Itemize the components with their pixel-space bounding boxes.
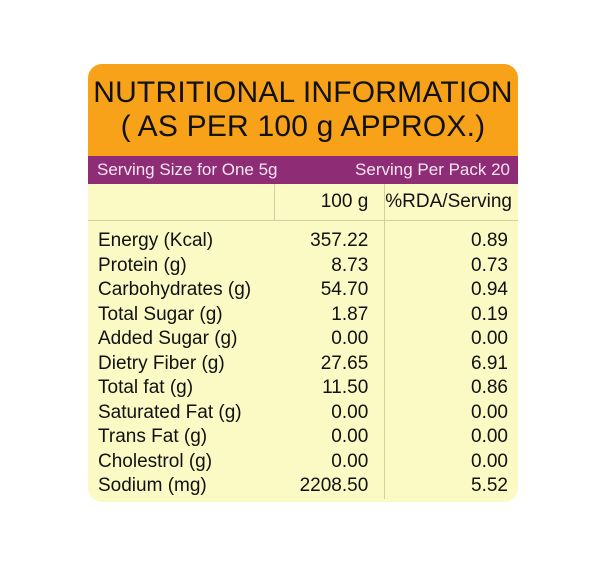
nutrition-table: 100 g %RDA/Serving Energy (Kcal) 357.22 … — [88, 184, 518, 499]
nutrient-rda: 0.89 — [471, 230, 508, 252]
nutrient-name: Total Sugar (g) — [98, 303, 223, 325]
nutrient-name: Cholestrol (g) — [98, 450, 213, 472]
table-row: Cholestrol (g) 0.00 0.00 — [88, 449, 518, 474]
title-line-1: NUTRITIONAL INFORMATION — [93, 76, 513, 109]
table-row: Added Sugar (g) 0.00 0.00 — [88, 327, 518, 352]
nutrient-rda: 0.00 — [471, 450, 508, 472]
nutrient-name: Saturated Fat (g) — [98, 401, 242, 423]
table-row: Energy (Kcal) 357.22 0.89 — [88, 229, 518, 254]
nutrient-name: Carbohydrates (g) — [98, 279, 252, 301]
nutrient-name: Total fat (g) — [98, 377, 194, 399]
table-row: Total Sugar (g) 1.87 0.19 — [88, 302, 518, 327]
nutrient-rda: 5.52 — [471, 475, 508, 497]
nutrient-per-100g: 11.50 — [274, 376, 386, 401]
table-header-row: 100 g %RDA/Serving — [88, 184, 518, 221]
nutrient-per-100g: 0.00 — [274, 400, 386, 425]
nutrient-per-100g: 0.00 — [274, 449, 386, 474]
nutrient-per-100g: 0.00 — [274, 327, 386, 352]
column-header-rda: %RDA/Serving — [384, 184, 518, 221]
table-row: Saturated Fat (g) 0.00 0.00 — [88, 400, 518, 425]
table-row: Carbohydrates (g) 54.70 0.94 — [88, 278, 518, 303]
nutrient-name: Dietry Fiber (g) — [98, 352, 225, 374]
nutrient-rda: 0.00 — [471, 401, 508, 423]
nutrient-per-100g: 0.00 — [274, 425, 386, 450]
nutrient-per-100g: 8.73 — [274, 253, 386, 278]
nutrient-name: Trans Fat (g) — [98, 426, 208, 448]
nutrient-per-100g: 54.70 — [274, 278, 386, 303]
nutrient-rda: 0.00 — [471, 426, 508, 448]
nutrient-name: Added Sugar (g) — [98, 328, 238, 350]
table-row: Trans Fat (g) 0.00 0.00 — [88, 425, 518, 450]
nutrient-name: Sodium (mg) — [98, 475, 207, 497]
nutrient-rda: 0.19 — [471, 303, 508, 325]
serving-size: Serving Size for One 5g — [97, 160, 278, 179]
table-row: Sodium (mg) 2208.50 5.52 — [88, 474, 518, 499]
nutrient-rda: 0.73 — [471, 254, 508, 276]
nutrient-per-100g: 2208.50 — [274, 474, 386, 499]
nutrient-per-100g: 357.22 — [274, 229, 386, 254]
serving-per-pack: Serving Per Pack 20 — [355, 160, 510, 179]
nutrient-per-100g: 1.87 — [274, 302, 386, 327]
nutrient-per-100g: 27.65 — [274, 351, 386, 376]
nutrient-name: Energy (Kcal) — [98, 230, 214, 252]
nutrient-rda: 0.94 — [471, 279, 508, 301]
table-row: Protein (g) 8.73 0.73 — [88, 253, 518, 278]
nutrient-rda: 6.91 — [471, 352, 508, 374]
table-row: Dietry Fiber (g) 27.65 6.91 — [88, 351, 518, 376]
nutrition-label: NUTRITIONAL INFORMATION ( AS PER 100 g A… — [88, 64, 518, 502]
nutrition-header: NUTRITIONAL INFORMATION ( AS PER 100 g A… — [88, 64, 518, 156]
title-line-2: ( AS PER 100 g APPROX.) — [120, 110, 486, 143]
column-header-nutrient — [88, 184, 276, 221]
nutrient-rda: 0.00 — [471, 328, 508, 350]
serving-band: Serving Size for One 5g Serving Per Pack… — [88, 156, 518, 184]
table-row: Total fat (g) 11.50 0.86 — [88, 376, 518, 401]
column-header-100g: 100 g — [274, 184, 386, 221]
table-spacer-row — [88, 220, 518, 229]
nutrient-name: Protein (g) — [98, 254, 187, 276]
nutrient-rda: 0.86 — [471, 377, 508, 399]
